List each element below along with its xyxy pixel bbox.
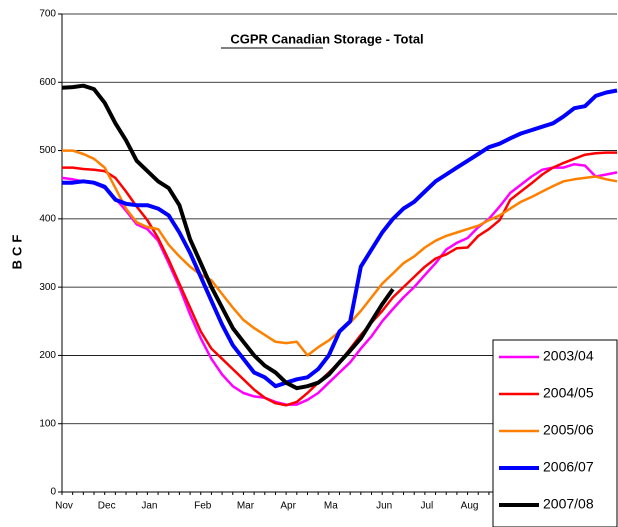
series-line (61, 83, 395, 391)
y-tick-label: 100 (39, 418, 56, 429)
x-tick-label: Jan (141, 501, 157, 512)
x-tick-label: Feb (194, 501, 212, 512)
series-line (61, 162, 618, 406)
y-tick-label: 400 (39, 213, 56, 224)
y-tick-label: 500 (39, 145, 56, 156)
y-axis-label: BCF (9, 231, 24, 270)
x-tick-label: Ma (324, 501, 338, 512)
legend-label: 2004/05 (543, 385, 594, 401)
legend-label: 2006/07 (543, 459, 594, 475)
legend-box (492, 339, 618, 527)
x-tick-label: Jun (376, 501, 392, 512)
chart-title: CGPR Canadian Storage - Total (230, 31, 423, 46)
x-tick-label: Nov (55, 501, 73, 512)
x-tick-label: Aug (461, 501, 479, 512)
y-tick-label: 300 (39, 282, 56, 293)
y-tick-label: 0 (50, 487, 56, 498)
legend-label: 2005/06 (543, 422, 594, 438)
x-tick-label: Apr (280, 501, 296, 512)
x-tick-label: Dec (98, 501, 116, 512)
y-tick-label: 200 (39, 350, 56, 361)
legend-label: 2003/04 (543, 348, 594, 364)
x-tick-label: Mar (237, 501, 255, 512)
y-tick-label: 700 (39, 9, 56, 20)
legend-label: 2007/08 (543, 496, 594, 512)
y-tick-label: 600 (39, 77, 56, 88)
series-line (62, 88, 618, 389)
x-tick-label: Jul (420, 501, 433, 512)
